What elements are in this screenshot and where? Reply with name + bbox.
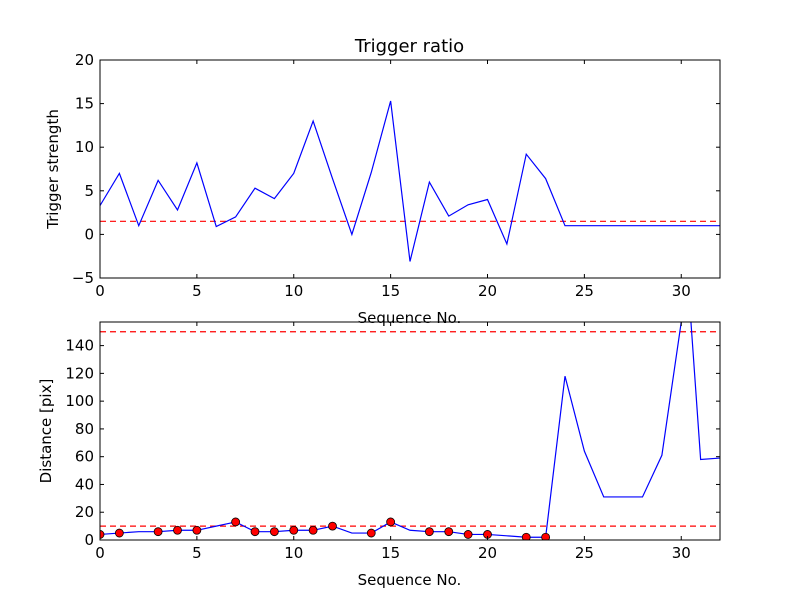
x-axis-label-top: Sequence No.: [358, 309, 462, 327]
y-tick-label-top-1: 0: [84, 225, 94, 243]
data-point-bottom-18: [541, 532, 551, 540]
data-point-bottom-15: [463, 530, 473, 539]
y-tick-label-top-2: 5: [84, 182, 94, 200]
y-tick-label-top-0: −5: [72, 269, 94, 287]
data-layer-bottom: [100, 322, 720, 540]
x-tick-label-bottom-1: 5: [192, 544, 202, 562]
data-point-bottom-5: [231, 517, 241, 527]
series-line-top-0: [100, 100, 720, 262]
x-tick-label-top-6: 30: [672, 282, 691, 300]
data-point-bottom-14: [444, 527, 454, 537]
x-tick-label-bottom-5: 25: [575, 544, 594, 562]
y-axis-label-bottom: Distance [pix]: [37, 379, 55, 484]
x-tick-label-bottom-3: 15: [381, 544, 400, 562]
y-tick-label-top-3: 10: [75, 138, 94, 156]
y-tick-label-bottom-3: 60: [75, 448, 94, 466]
data-point-bottom-11: [366, 528, 376, 538]
x-tick-label-top-3: 15: [381, 282, 400, 300]
y-tick-label-bottom-1: 20: [75, 503, 94, 521]
data-point-bottom-7: [269, 527, 279, 537]
data-point-bottom-4: [192, 525, 202, 535]
x-tick-label-bottom-4: 20: [478, 544, 497, 562]
data-layer-top: [100, 100, 720, 262]
x-tick-label-top-4: 20: [478, 282, 497, 300]
y-tick-label-bottom-4: 80: [75, 420, 94, 438]
y-tick-label-bottom-0: 0: [84, 531, 94, 549]
x-tick-label-bottom-0: 0: [95, 544, 105, 562]
axes-frame-bottom: [99, 321, 721, 541]
data-point-bottom-0: [100, 530, 105, 539]
plot-area-bottom: 0 5 10 15 20 25 30 0 20 40 60 80 100 120 140: [65, 321, 721, 562]
y-tick-label-bottom-7: 140: [65, 337, 94, 355]
y-tick-label-bottom-6: 120: [65, 364, 94, 382]
data-point-bottom-1: [114, 528, 124, 538]
y-tick-label-top-5: 20: [75, 51, 94, 69]
trigger-ratio-subplot: Trigger ratio Sequence No. Trigger stren…: [44, 36, 721, 327]
x-tick-label-top-1: 5: [192, 282, 202, 300]
data-point-bottom-8: [289, 525, 299, 535]
data-point-bottom-13: [424, 527, 434, 537]
x-tick-label-bottom-2: 10: [284, 544, 303, 562]
data-point-bottom-6: [250, 527, 260, 537]
x-tick-label-top-0: 0: [95, 282, 105, 300]
y-tick-label-bottom-5: 100: [65, 392, 94, 410]
data-point-bottom-10: [328, 521, 337, 531]
x-tick-label-top-2: 10: [284, 282, 303, 300]
data-point-bottom-12: [386, 517, 396, 527]
chart-title: Trigger ratio: [354, 36, 464, 57]
x-tick-label-top-5: 25: [575, 282, 594, 300]
data-point-bottom-3: [173, 525, 182, 535]
x-tick-label-bottom-6: 30: [672, 544, 691, 562]
axes-frame-top: [99, 59, 721, 279]
y-axis-label-top: Trigger strength: [44, 109, 62, 230]
y-tick-label-top-4: 15: [75, 95, 94, 113]
data-point-bottom-2: [153, 527, 163, 537]
distance-subplot: Sequence No. Distance [pix] 0 5 10 15 20 25 30…: [37, 321, 721, 589]
x-axis-label-bottom: Sequence No.: [358, 571, 462, 589]
data-point-bottom-17: [521, 532, 531, 540]
data-point-bottom-9: [308, 525, 318, 535]
y-tick-label-bottom-2: 40: [75, 475, 94, 493]
